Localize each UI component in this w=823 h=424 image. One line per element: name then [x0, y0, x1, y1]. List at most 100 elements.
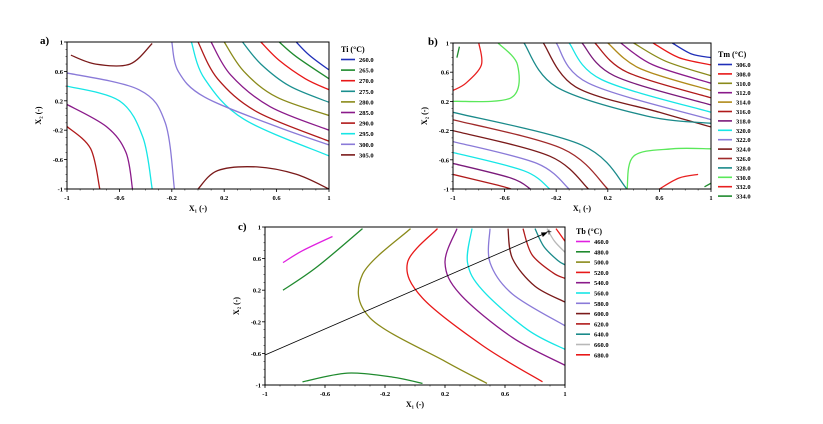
- x-tick-label: -1: [64, 195, 69, 202]
- legend-entry: 306.0: [736, 62, 751, 69]
- contour-line-322.0-1: [453, 140, 570, 189]
- contour-line-480.0-1: [302, 372, 423, 385]
- contour-lines: [453, 43, 711, 189]
- y-tick-label: -1: [444, 187, 449, 194]
- legend-title: Tb (°C): [576, 227, 602, 236]
- legend-entry: 316.0: [736, 109, 751, 116]
- legend-entry: 295.0: [359, 131, 374, 138]
- contour-line-285.0-1: [210, 42, 329, 131]
- legend-entry: 660.0: [594, 342, 609, 349]
- legend: Ti (°C) 260.0 265.0 270.0 275.0 280.0 285.0 290…: [341, 45, 374, 159]
- contour-line-680.0-0: [555, 228, 565, 242]
- panel-b: -1 -0.6 -0.2 0.2 0.6 1 1 0.6 0.2 -0.2 -0.6 -1 X₁ (-)…: [420, 36, 751, 213]
- y-axis-label: X₂ (-): [420, 107, 429, 126]
- legend-entry: 326.0: [736, 156, 751, 163]
- legend-entry: 460.0: [594, 239, 609, 246]
- legend-entry: 620.0: [594, 321, 609, 328]
- contour-line-330.0-0: [453, 43, 520, 103]
- legend-entry: 290.0: [359, 121, 374, 128]
- contour-line-520.0-0: [406, 228, 543, 383]
- y-tick-label: -0.6: [251, 351, 262, 358]
- contour-line-580.0-0: [487, 228, 565, 327]
- contour-line-640.0-0: [534, 228, 565, 266]
- y-tick-label: 0.2: [55, 98, 63, 105]
- y-tick-label: -0.2: [439, 128, 449, 135]
- legend-entry: 330.0: [736, 175, 751, 182]
- panel-c: -1 -0.6 -0.2 0.2 0.6 1 1 0.6 0.2 -0.2 -0.6 -1 X₁ (-)…: [232, 221, 609, 409]
- y-tick-label: -0.2: [53, 128, 63, 135]
- x-tick-label: -0.2: [551, 195, 561, 202]
- legend-entry: 600.0: [594, 311, 609, 318]
- contour-line-460.0-0: [282, 235, 333, 264]
- x-tick-label: 0.2: [441, 391, 449, 398]
- contour-line-270.0-0: [260, 42, 329, 91]
- x-axis-label: X₁ (-): [189, 204, 208, 213]
- legend-entry: 275.0: [359, 89, 374, 96]
- legend-entry: 560.0: [594, 291, 609, 298]
- contour-line-318.0-0: [581, 43, 711, 106]
- y-tick-label: 0.6: [253, 256, 262, 263]
- contour-lines: [282, 228, 565, 385]
- x-tick-label: 1: [709, 195, 712, 202]
- contour-line-324.0-0: [542, 43, 711, 128]
- legend-entry: 680.0: [594, 352, 609, 359]
- contour-line-265.0-0: [278, 42, 329, 80]
- y-tick-label: -0.6: [439, 157, 450, 164]
- contour-line-480.0-0: [282, 228, 363, 291]
- contour-line-334.0-0: [456, 46, 461, 58]
- y-tick-label: -0.6: [53, 157, 64, 164]
- x-tick-label: 1: [327, 195, 330, 202]
- legend-entry: 314.0: [736, 100, 751, 107]
- legend-entry: 334.0: [736, 194, 751, 201]
- contour-line-322.0-0: [555, 43, 711, 121]
- contour-line-290.0-1: [197, 42, 329, 142]
- contour-line-314.0-0: [607, 43, 711, 92]
- contour-line-295.0-0: [67, 85, 153, 189]
- legend-entry: 500.0: [594, 260, 609, 267]
- y-tick-label: 1: [446, 41, 449, 48]
- legend-entry: 640.0: [594, 332, 609, 339]
- x-tick-label: 0.6: [273, 195, 282, 202]
- contour-line-620.0-0: [522, 228, 565, 279]
- legend-entry: 320.0: [736, 128, 751, 135]
- contour-line-324.0-1: [453, 129, 589, 189]
- x-axis-label: X₁ (-): [406, 400, 425, 409]
- legend: Tb (°C) 460.0 480.0 500.0 520.0 540.0 560.0 580…: [576, 227, 609, 359]
- legend: Tm (°C) 306.0 308.0 310.0 312.0 314.0 316.0 318…: [718, 50, 751, 201]
- legend-entry: 324.0: [736, 147, 751, 154]
- contour-line-295.0-1: [190, 42, 329, 157]
- contour-line-328.0-1: [453, 111, 628, 189]
- contour-line-300.0-1: [171, 42, 329, 146]
- legend-entry: 312.0: [736, 90, 751, 97]
- legend-entry: 332.0: [736, 184, 751, 191]
- legend-entry: 580.0: [594, 301, 609, 308]
- y-tick-label: -1: [256, 383, 261, 390]
- contour-line-320.0-1: [453, 151, 551, 189]
- y-axis-label: X₂ (-): [34, 106, 43, 125]
- legend-title: Ti (°C): [341, 45, 365, 54]
- x-tick-label: -0.6: [499, 195, 510, 202]
- x-tick-label: -1: [450, 195, 455, 202]
- contour-line-316.0-0: [594, 43, 711, 99]
- y-tick-label: 1: [258, 225, 261, 232]
- y-tick-label: -1: [58, 187, 63, 194]
- y-tick-label: 0.6: [55, 69, 64, 76]
- y-tick-label: 0.6: [441, 70, 450, 77]
- contour-line-332.0-1: [659, 173, 699, 189]
- contour-line-316.0-1: [453, 173, 512, 189]
- x-tick-label: -0.2: [380, 391, 390, 398]
- legend-entry: 308.0: [736, 71, 751, 78]
- contour-line-540.0-0: [444, 228, 565, 366]
- x-tick-label: 0.6: [655, 195, 664, 202]
- y-tick-label: -0.2: [251, 319, 261, 326]
- legend-entry: 260.0: [359, 57, 374, 64]
- contour-line-305.0-1: [197, 166, 329, 189]
- panel-label: b): [428, 36, 438, 48]
- contour-line-332.0-0: [453, 43, 483, 92]
- x-tick-label: 0.2: [220, 195, 228, 202]
- x-axis-label: X₁ (-): [573, 204, 592, 213]
- y-tick-label: 0.2: [253, 288, 261, 295]
- contour-line-306.0-0: [671, 43, 711, 59]
- contour-line-305.0-0: [70, 43, 153, 67]
